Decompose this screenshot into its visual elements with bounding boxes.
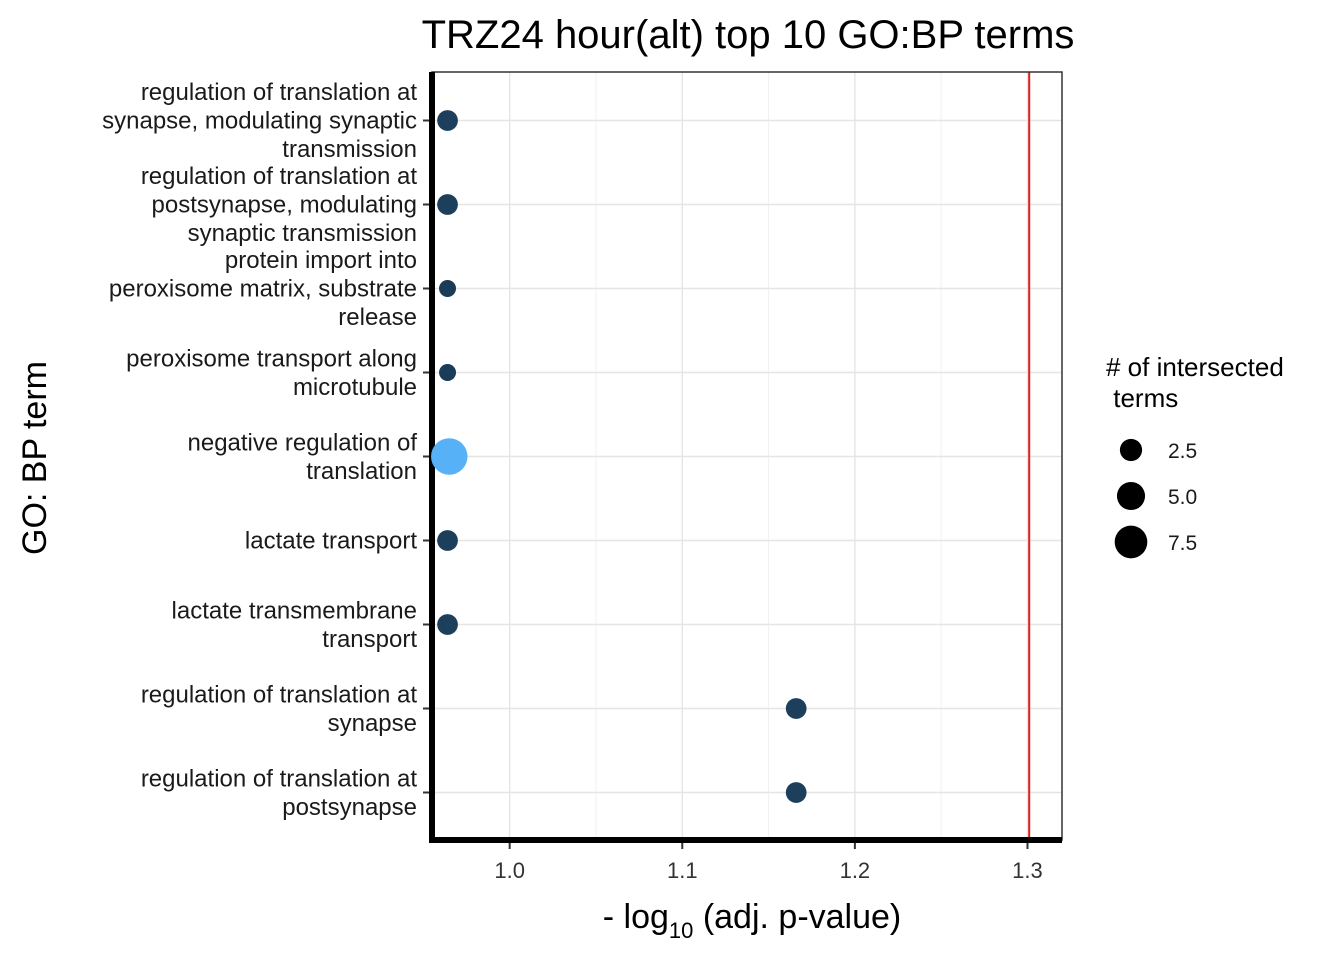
data-point bbox=[439, 364, 457, 381]
data-point bbox=[437, 614, 458, 635]
legend-title-line-2: terms bbox=[1106, 383, 1178, 413]
data-point bbox=[437, 530, 458, 551]
legend-label: 2.5 bbox=[1168, 440, 1197, 463]
y-tick-label-line: microtubule bbox=[293, 374, 417, 401]
y-tick-label-line: release bbox=[338, 304, 417, 331]
y-tick-label-line: negative regulation of bbox=[188, 429, 418, 456]
x-axis-title-subscript: 10 bbox=[669, 918, 693, 943]
y-tick-label-line: lactate transport bbox=[245, 528, 417, 555]
y-tick-label-line: transmission bbox=[282, 136, 417, 163]
data-point bbox=[431, 438, 468, 475]
y-tick-label: lactate transport bbox=[245, 528, 417, 555]
x-tick-label: 1.1 bbox=[667, 858, 698, 883]
data-point bbox=[785, 782, 807, 803]
data-point bbox=[439, 280, 457, 297]
y-tick-label: regulation of translation at synapse, mod… bbox=[102, 79, 417, 163]
legend-key bbox=[1114, 525, 1148, 559]
legend-label: 5.0 bbox=[1168, 486, 1197, 509]
x-tick-label: 1.3 bbox=[1012, 858, 1043, 883]
y-tick-label: regulation of translation at postsynapse,… bbox=[141, 163, 418, 247]
y-tick-label-line: synapse, modulating synaptic bbox=[102, 108, 417, 135]
y-tick-label: lactate transmembrane transport bbox=[172, 597, 418, 653]
y-tick-label: peroxisome transport along microtubule bbox=[126, 345, 417, 401]
legend-title: # of intersected terms bbox=[1106, 352, 1284, 413]
legend-title-line-1: # of intersected bbox=[1106, 352, 1284, 382]
y-tick-label-line: postsynapse, modulating bbox=[152, 192, 418, 219]
data-point bbox=[437, 110, 458, 131]
y-tick-label-line: regulation of translation at bbox=[141, 163, 418, 190]
y-tick-label-line: regulation of translation at bbox=[141, 79, 418, 106]
y-tick-label-line: peroxisome transport along bbox=[126, 345, 417, 372]
y-tick-label-line: transport bbox=[322, 626, 417, 653]
y-tick-label-line: regulation of translation at bbox=[141, 681, 418, 708]
y-tick-label-line: synapse bbox=[328, 710, 417, 737]
y-tick-label-line: peroxisome matrix, substrate bbox=[109, 276, 417, 303]
legend-label: 7.5 bbox=[1168, 532, 1197, 555]
legend-key bbox=[1116, 481, 1146, 511]
y-tick-label: protein import into peroxisome matrix, su… bbox=[109, 247, 417, 331]
x-tick-label: 1.2 bbox=[840, 858, 871, 883]
x-axis-title-prefix: - log bbox=[603, 898, 669, 936]
x-axis-title-suffix: (adj. p-value) bbox=[693, 898, 901, 936]
y-tick-label-line: lactate transmembrane bbox=[172, 597, 417, 624]
y-tick-label-line: protein import into bbox=[225, 247, 417, 274]
y-tick-label: regulation of translation at postsynapse bbox=[141, 765, 418, 821]
y-tick-label-line: regulation of translation at bbox=[141, 765, 418, 792]
y-axis-title: GO: BP term bbox=[16, 361, 54, 555]
x-tick-label: 1.0 bbox=[494, 858, 525, 883]
plot-panel: 1.0 1.1 1.2 1.3 regulation of translation at… bbox=[102, 71, 1063, 883]
chart-title: TRZ24 hour(alt) top 10 GO:BP terms bbox=[422, 13, 1075, 57]
y-tick-label-line: postsynapse bbox=[282, 794, 417, 821]
x-axis-title: - log10 (adj. p-value) bbox=[603, 898, 902, 943]
y-tick-label: regulation of translation at synapse bbox=[141, 681, 418, 737]
size-legend: # of intersected terms 2.5 5.0 7.5 bbox=[1106, 352, 1284, 559]
data-point bbox=[437, 194, 458, 215]
y-tick-label: negative regulation of translation bbox=[188, 429, 418, 485]
legend-key bbox=[1119, 438, 1143, 462]
y-tick-label-line: synaptic transmission bbox=[188, 220, 417, 247]
y-tick-label-line: translation bbox=[306, 458, 417, 485]
data-point bbox=[785, 698, 807, 719]
